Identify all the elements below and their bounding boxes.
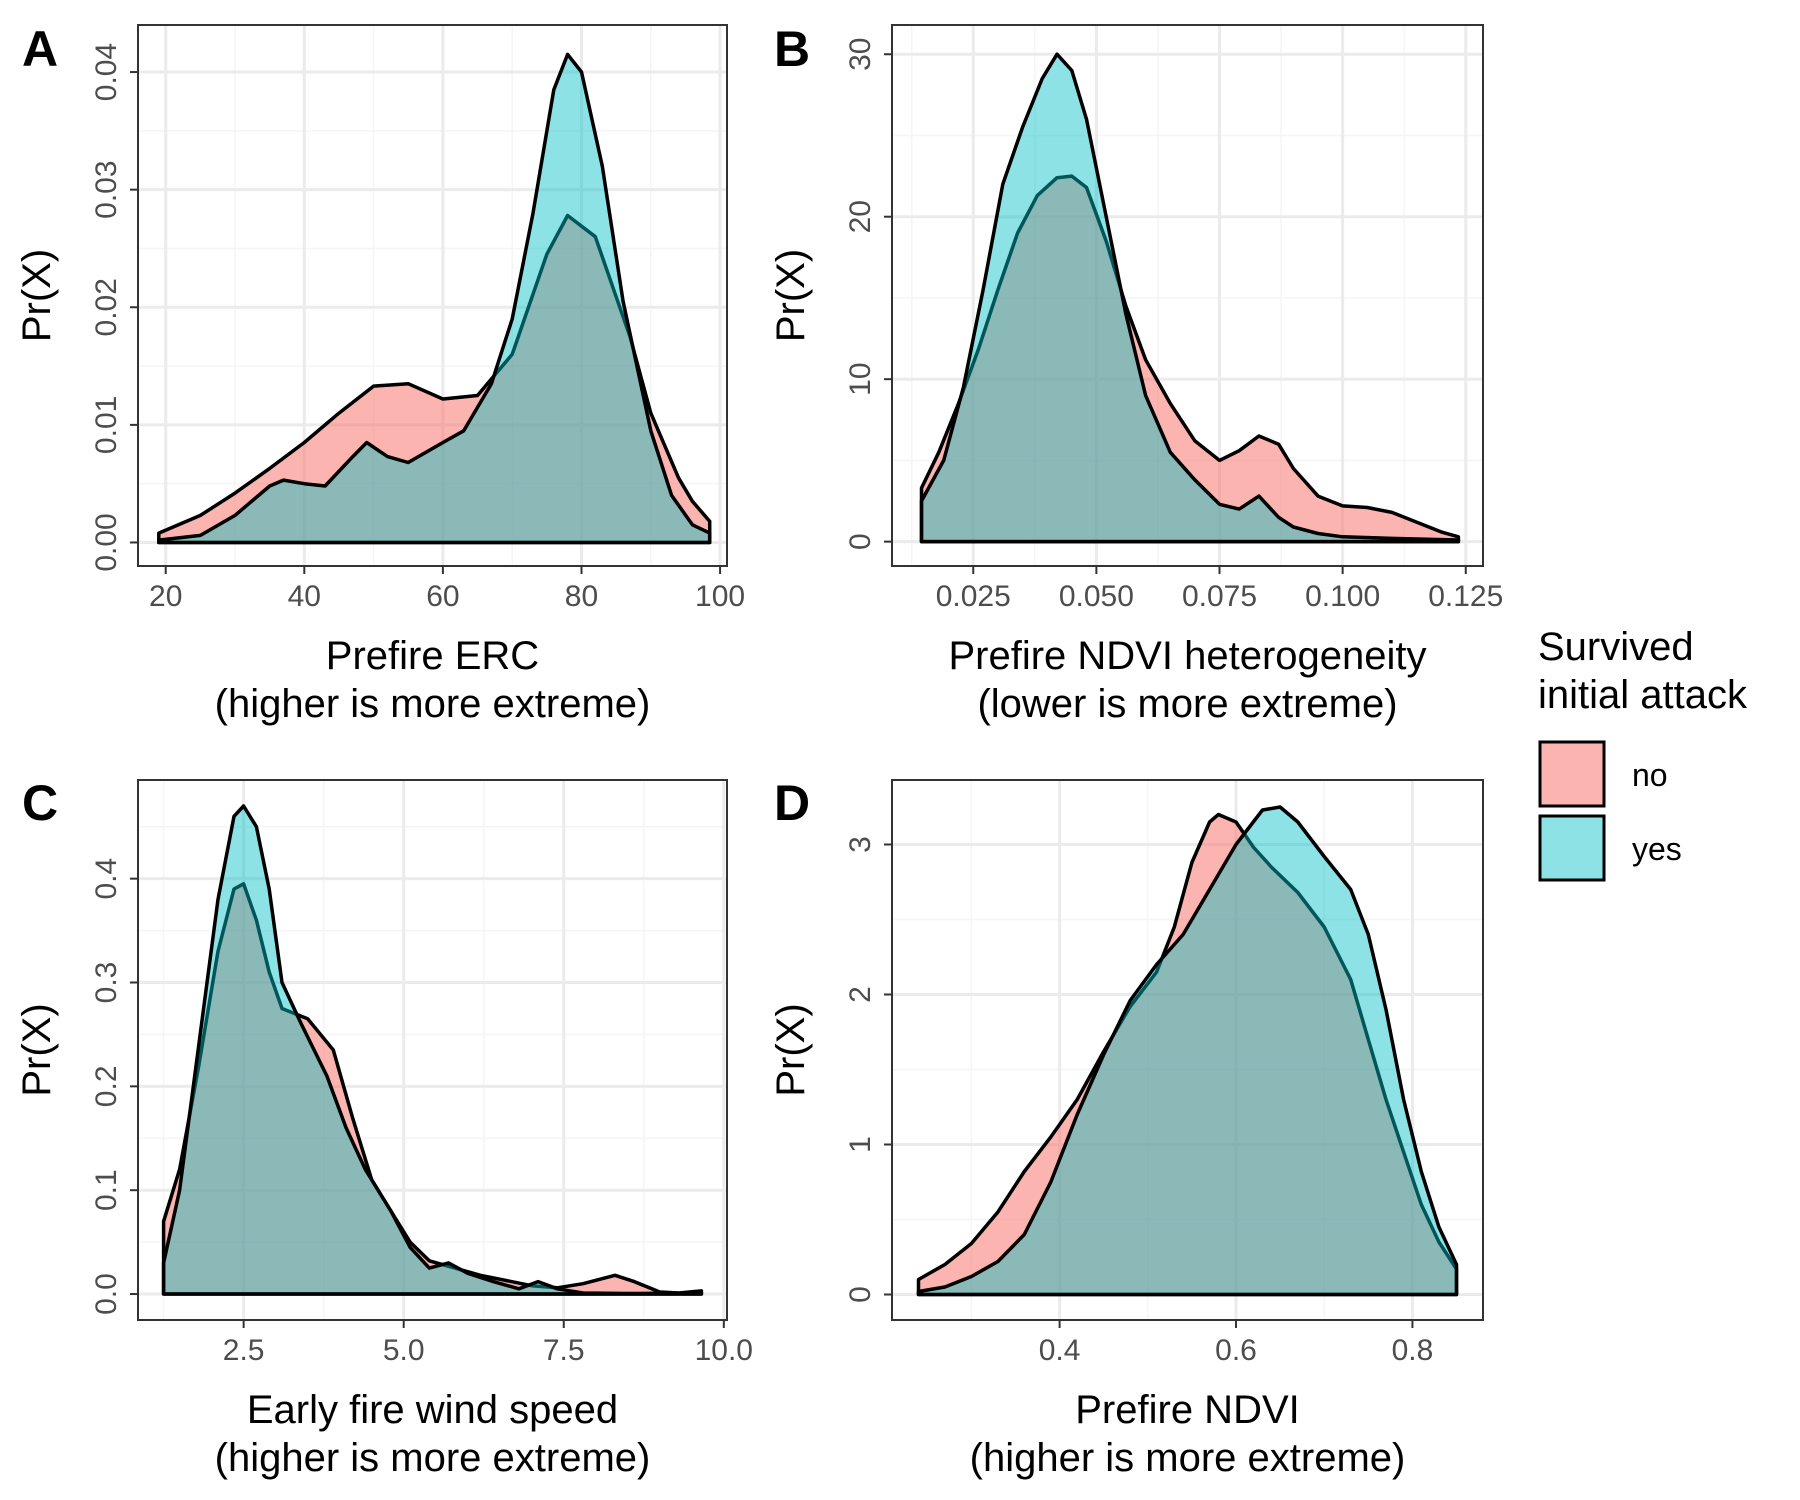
y-axis-title: Pr(X)	[15, 249, 59, 342]
x-tick-label: 80	[565, 580, 598, 613]
y-tick-label: 0.02	[90, 278, 123, 336]
x-tick-label: 0.075	[1182, 580, 1257, 613]
y-tick-label: 20	[844, 200, 877, 233]
x-tick-label: 0.100	[1305, 580, 1380, 613]
x-axis-title-line1: Prefire NDVI	[1075, 1388, 1300, 1432]
legend-title-line2: initial attack	[1538, 673, 1748, 717]
x-tick-label: 0.025	[936, 580, 1011, 613]
y-axis-title: Pr(X)	[769, 249, 813, 342]
panel-border	[891, 24, 1484, 567]
density-area-yes	[916, 805, 1459, 1297]
legend-label-no: no	[1632, 757, 1668, 793]
legend-title-line1: Survived	[1538, 625, 1694, 669]
y-tick-label: 0.1	[90, 1169, 123, 1211]
x-tick-label: 40	[288, 580, 321, 613]
x-axis-title-line1: Prefire NDVI heterogeneity	[948, 634, 1426, 678]
x-tick-label: 10.0	[695, 1334, 753, 1367]
panel-border	[137, 779, 728, 1321]
x-axis-title-line2: (higher is more extreme)	[215, 1436, 651, 1480]
panel-b: 0.025 0.050 0.075 0.100 0.125 0 10 20 30 Prefire …	[769, 21, 1503, 726]
x-axis-title-line1: Early fire wind speed	[247, 1388, 618, 1432]
x-tick-label: 0.8	[1392, 1334, 1434, 1367]
density-area-no	[919, 174, 1461, 544]
x-tick-label: 0.6	[1215, 1334, 1257, 1367]
y-tick-label: 0.01	[90, 396, 123, 454]
panel-c: 2.5 5.0 7.5 10.0 0.0 0.1 0.2 0.3 0.4 Early fire w…	[15, 775, 753, 1480]
x-tick-label: 0.125	[1428, 580, 1503, 613]
x-tick-label: 20	[149, 580, 182, 613]
legend-key-no	[1538, 740, 1606, 808]
legend-label-yes: yes	[1632, 831, 1682, 867]
density-area-yes	[157, 52, 712, 545]
x-axis-title-line2: (higher is more extreme)	[970, 1436, 1406, 1480]
y-tick-label: 0.04	[90, 43, 123, 101]
x-axis-title-line2: (lower is more extreme)	[977, 682, 1397, 726]
y-tick-label: 0.4	[90, 858, 123, 900]
x-tick-label: 0.050	[1059, 580, 1134, 613]
panel-tag: A	[22, 21, 58, 77]
y-tick-label: 10	[844, 362, 877, 395]
panel-border	[891, 779, 1484, 1321]
panel-border	[137, 24, 728, 567]
legend-key-yes	[1538, 814, 1606, 882]
panel-d: 0.4 0.6 0.8 0 1 2 3 Prefire NDVI(higher is more…	[769, 775, 1484, 1480]
y-tick-label: 3	[844, 836, 877, 853]
y-tick-label: 0.03	[90, 160, 123, 218]
y-tick-label: 30	[844, 38, 877, 71]
y-tick-label: 0.00	[90, 513, 123, 571]
x-tick-label: 7.5	[543, 1334, 585, 1367]
x-tick-label: 2.5	[223, 1334, 265, 1367]
y-tick-label: 1	[844, 1136, 877, 1153]
x-tick-label: 5.0	[383, 1334, 425, 1367]
x-axis-title-line2: (higher is more extreme)	[215, 682, 651, 726]
y-tick-label: 0.3	[90, 962, 123, 1004]
y-tick-label: 2	[844, 986, 877, 1003]
x-tick-label: 60	[426, 580, 459, 613]
x-tick-label: 0.4	[1039, 1334, 1081, 1367]
panel-tag: B	[774, 21, 810, 77]
y-axis-title: Pr(X)	[15, 1003, 59, 1096]
density-area-yes	[919, 52, 1461, 544]
x-tick-label: 100	[695, 580, 745, 613]
y-tick-label: 0	[844, 1286, 877, 1303]
y-tick-label: 0.2	[90, 1065, 123, 1107]
legend: Survived initial attack no yes	[1538, 625, 1748, 882]
panel-tag: C	[22, 775, 58, 831]
panel-tag: D	[774, 775, 810, 831]
y-tick-label: 0	[844, 533, 877, 550]
panel-a: 20 40 60 80 100 0.00 0.01 0.02 0.03 0.04 Prefire E…	[15, 21, 745, 726]
y-axis-title: Pr(X)	[769, 1003, 813, 1096]
y-tick-label: 0.0	[90, 1273, 123, 1315]
x-axis-title-line1: Prefire ERC	[326, 634, 539, 678]
density-area-yes	[161, 804, 704, 1296]
